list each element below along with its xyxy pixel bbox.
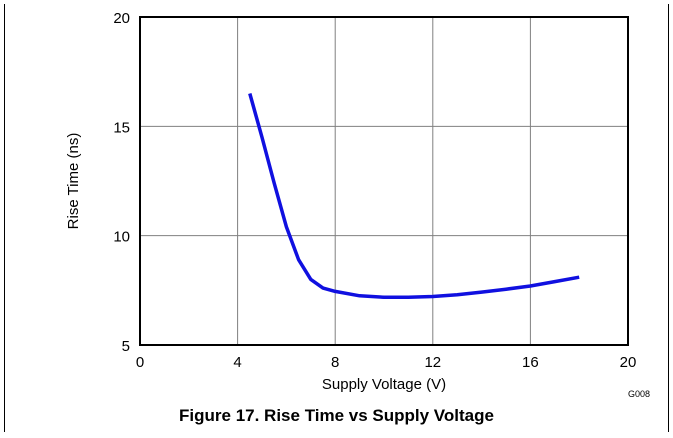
x-tick-label: 16 [522,354,539,371]
x-axis-title: Supply Voltage (V) [322,376,446,393]
y-tick-label: 10 [113,229,130,246]
grid-layer [140,17,628,345]
series-layer [248,93,580,300]
y-tick-label: 20 [113,10,130,27]
figure-caption: Figure 17. Rise Time vs Supply Voltage [179,406,494,425]
tick-labels: 0 4 8 12 16 20 5 10 15 20 [113,10,636,371]
series-line-0 [248,93,580,300]
y-axis-title: Rise Time (ns) [65,133,82,230]
plot-area-border [139,16,629,346]
y-tick-label: 5 [122,338,130,355]
figure-frame [4,4,669,432]
x-tick-label: 0 [136,354,144,371]
graph-id-label: G008 [628,389,650,399]
x-tick-label: 8 [331,354,339,371]
x-tick-label: 4 [233,354,241,371]
x-tick-label: 12 [424,354,441,371]
x-tick-label: 20 [620,354,637,371]
y-tick-label: 15 [113,119,130,136]
